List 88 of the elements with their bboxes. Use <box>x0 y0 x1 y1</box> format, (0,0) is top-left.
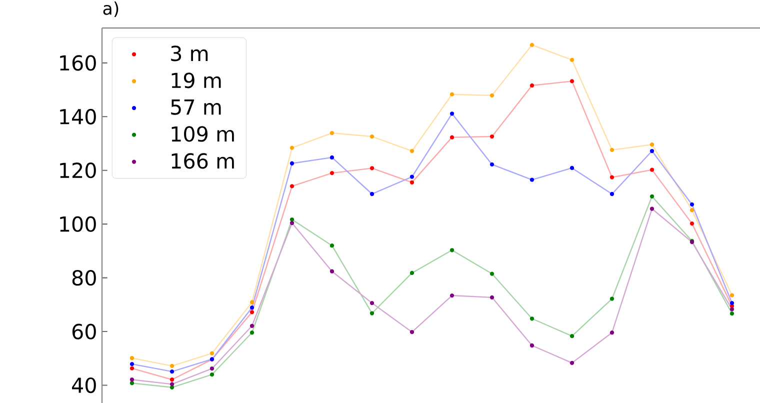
point <box>530 42 534 47</box>
legend-label: 57 m <box>171 100 221 115</box>
point <box>330 155 334 160</box>
point <box>410 180 414 185</box>
point <box>290 184 294 188</box>
point <box>450 248 454 252</box>
point <box>570 166 574 170</box>
y-tick-label: 160 <box>60 55 96 71</box>
point <box>730 307 734 312</box>
point <box>250 306 254 310</box>
point <box>410 270 414 276</box>
point <box>610 330 614 335</box>
point <box>330 130 334 136</box>
point <box>330 170 334 176</box>
point <box>690 221 694 226</box>
y-tick-label: 140 <box>60 108 96 124</box>
point <box>130 381 134 386</box>
point <box>610 296 614 301</box>
point <box>570 334 574 338</box>
point <box>490 295 494 300</box>
point <box>250 324 254 328</box>
point <box>210 351 214 356</box>
point <box>650 194 654 198</box>
y-tick-label: 120 <box>60 162 96 178</box>
point <box>570 360 574 366</box>
point <box>490 162 494 167</box>
point <box>450 112 454 116</box>
point <box>530 343 534 348</box>
point <box>250 330 254 335</box>
legend-label: 109 m <box>172 126 234 142</box>
point <box>410 174 414 179</box>
point <box>610 192 614 196</box>
point <box>290 217 294 222</box>
point <box>610 175 614 180</box>
point <box>450 293 454 298</box>
point <box>730 293 734 298</box>
point <box>250 310 254 314</box>
legend-label: 19 m <box>172 72 221 88</box>
point <box>490 272 494 276</box>
point <box>610 148 614 152</box>
point <box>410 330 414 334</box>
point <box>730 311 734 316</box>
point <box>490 134 494 139</box>
point <box>450 92 454 96</box>
point <box>370 300 374 306</box>
point <box>170 385 174 390</box>
point <box>370 311 374 316</box>
point <box>290 220 294 226</box>
point <box>290 146 294 150</box>
point <box>370 134 374 139</box>
point <box>170 382 174 386</box>
point <box>730 300 734 306</box>
point <box>570 58 574 62</box>
point <box>130 362 134 366</box>
point <box>530 83 534 88</box>
y-tick-label: 60 <box>72 324 96 340</box>
point <box>170 364 174 368</box>
chart-title: a) <box>103 2 118 17</box>
point <box>130 356 134 360</box>
point <box>130 378 134 382</box>
point <box>330 269 334 274</box>
y-tick-label: 80 <box>72 270 96 286</box>
point <box>250 300 254 304</box>
point <box>330 244 334 248</box>
point <box>530 316 534 321</box>
y-tick-label: 40 <box>72 377 96 394</box>
point <box>130 366 134 370</box>
point <box>530 178 534 182</box>
point <box>370 192 374 196</box>
point <box>210 372 214 377</box>
y-tick-label: 100 <box>60 216 96 232</box>
point <box>170 378 174 382</box>
point <box>450 135 454 140</box>
point <box>290 161 294 166</box>
point <box>490 93 494 98</box>
point <box>650 142 654 147</box>
legend-label: 166 m <box>172 153 234 169</box>
point <box>650 206 654 211</box>
point <box>690 208 694 212</box>
point <box>650 168 654 172</box>
point <box>370 166 374 170</box>
point <box>650 148 654 154</box>
point <box>170 369 174 374</box>
point <box>410 148 414 154</box>
point <box>690 202 694 207</box>
point <box>210 366 214 371</box>
legend-label: 3 m <box>171 46 208 62</box>
point <box>570 79 574 84</box>
